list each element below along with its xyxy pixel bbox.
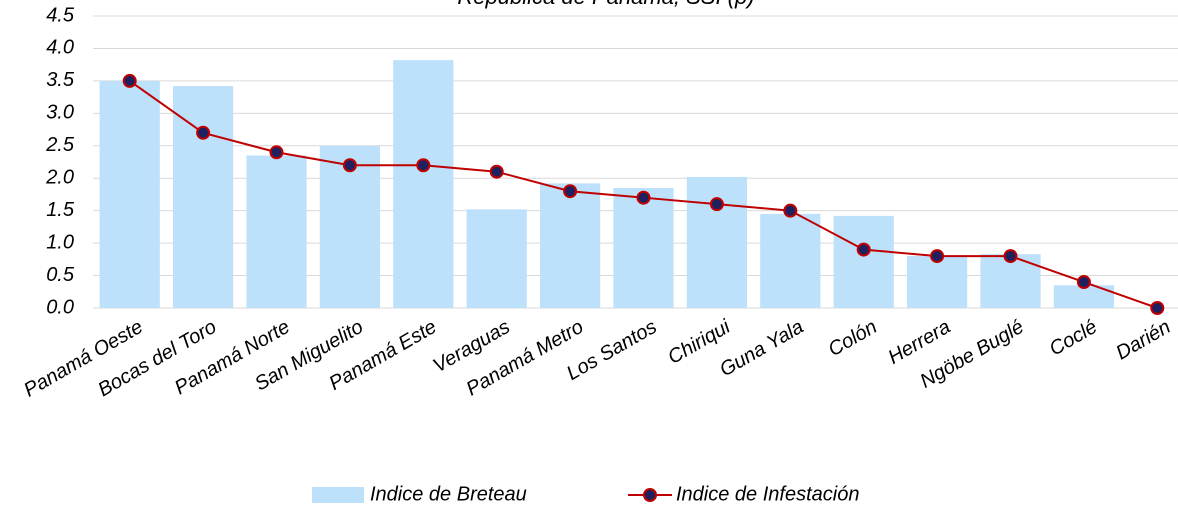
x-tick-label: Darién	[1112, 316, 1174, 365]
legend-swatch	[312, 487, 364, 503]
x-tick-label: Coclé	[1046, 316, 1101, 361]
bar	[466, 209, 527, 308]
bar	[246, 155, 307, 308]
marker	[709, 197, 724, 212]
marker	[1076, 275, 1091, 290]
marker	[563, 184, 578, 199]
marker	[196, 125, 211, 140]
legend-label: Indice de Breteau	[370, 483, 527, 505]
bar	[393, 60, 454, 308]
marker	[122, 73, 137, 88]
marker	[930, 249, 945, 264]
bar	[540, 183, 601, 308]
bar	[760, 213, 821, 308]
legend-marker	[643, 488, 657, 502]
y-tick-label: 1.5	[46, 199, 75, 221]
y-tick-label: 4.5	[46, 4, 75, 26]
y-tick-label: 0.0	[46, 296, 74, 318]
bar	[613, 187, 674, 308]
y-tick-label: 0.5	[46, 264, 75, 286]
bar	[1053, 285, 1114, 308]
marker	[1150, 301, 1165, 315]
y-tick-label: 1.0	[46, 231, 74, 253]
y-tick-label: 3.0	[46, 102, 74, 124]
x-tick-label: Colón	[825, 316, 881, 361]
bar	[907, 256, 968, 308]
legend-label: Indice de Infestación	[676, 483, 859, 505]
marker	[636, 190, 651, 205]
bar	[99, 80, 160, 308]
marker	[783, 203, 798, 218]
marker	[342, 158, 357, 173]
x-tick-label: Panamá Oeste	[20, 316, 147, 402]
y-tick-label: 2.5	[45, 134, 75, 156]
y-tick-label: 3.5	[46, 69, 75, 91]
bar	[173, 86, 234, 308]
bar	[833, 215, 894, 308]
marker	[1003, 249, 1018, 264]
bar	[319, 145, 380, 308]
y-tick-label: 2.0	[45, 167, 74, 189]
marker	[416, 158, 431, 173]
bar	[686, 176, 747, 308]
marker	[856, 242, 871, 257]
y-tick-label: 4.0	[46, 37, 74, 59]
x-tick-label: Guna Yala	[716, 316, 807, 381]
chart-title: República de Panamá, SSI (p)	[457, 0, 754, 9]
marker	[489, 164, 504, 179]
marker	[269, 145, 284, 160]
